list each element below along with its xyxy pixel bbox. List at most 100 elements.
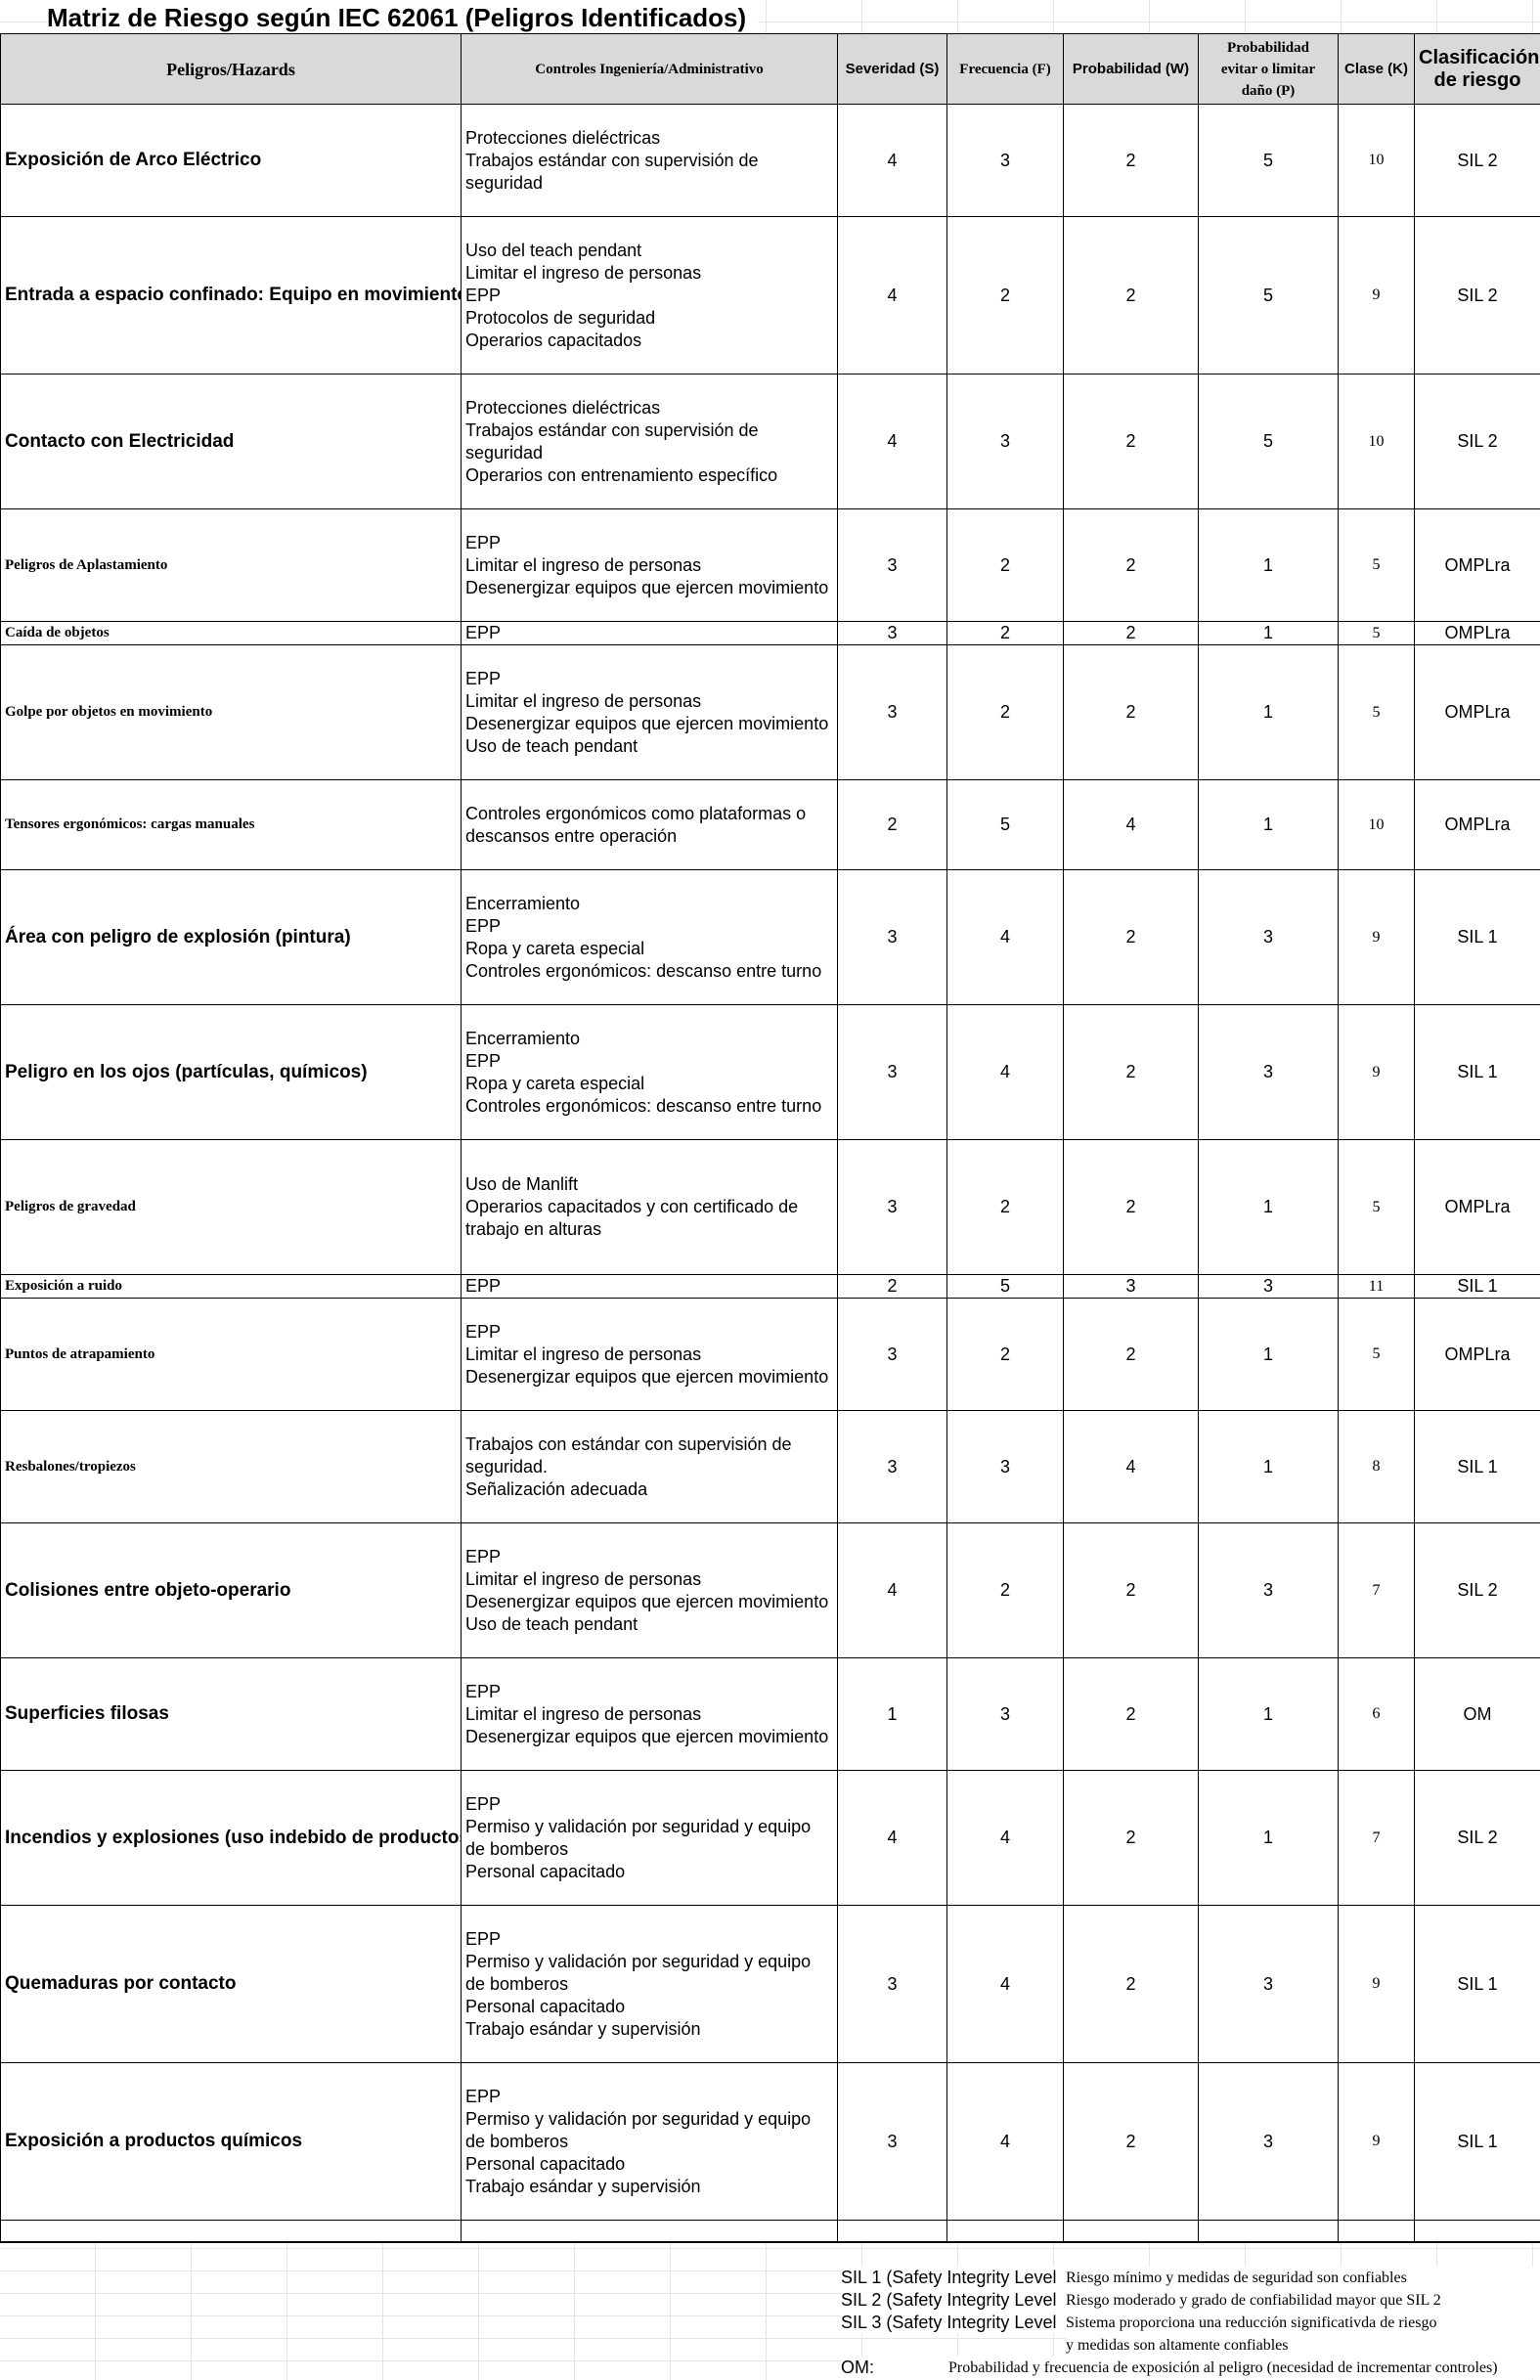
frequency-cell: 4 [946, 2062, 1064, 2221]
empty-cell [1414, 2220, 1540, 2242]
risk-classification-cell: SIL 2 [1414, 216, 1540, 375]
avoid-probability-cell: 1 [1198, 1410, 1339, 1523]
empty-cell [1414, 2241, 1540, 2243]
table-row: Exposición a ruido EPP 2 5 3 3 11 SIL 1 [0, 1274, 1540, 1299]
risk-classification-cell: SIL 1 [1414, 1410, 1540, 1523]
probability-cell: 2 [1063, 216, 1199, 375]
empty-cell [0, 2220, 462, 2242]
control-item: Desenergizar equipos que ejercen movimie… [465, 1591, 829, 1611]
controls-cell: EPP [461, 621, 838, 645]
risk-matrix-table: Peligros/Hazards Controles Ingeniería/Ad… [0, 33, 1540, 2243]
severity-cell: 3 [837, 508, 947, 622]
severity-cell: 4 [837, 104, 947, 217]
control-item: Trabajo esándar y supervisión [465, 2176, 701, 2196]
hazard-cell: Superficies filosas [0, 1657, 462, 1771]
control-item: EPP [465, 285, 502, 305]
legend-row: SIL 1 (Safety Integrity Level Riesgo míni… [839, 2267, 1540, 2289]
control-item: Uso del teach pendant [465, 240, 642, 260]
risk-classification-cell: OMPLra [1414, 779, 1540, 870]
table-row: Incendios y explosiones (uso indebido de… [0, 1770, 1540, 1906]
control-item: EPP [465, 2086, 502, 2106]
table-row: Tensores ergonómicos: cargas manuales Con… [0, 779, 1540, 870]
control-item: Trabajos con estándar con supervisión de… [465, 1433, 792, 1476]
hazard-cell: Peligros de Aplastamiento [0, 508, 462, 622]
table-row: Superficies filosas EPP Limitar el ingreso… [0, 1657, 1540, 1771]
legend-key: SIL 3 (Safety Integrity Level [841, 2312, 1066, 2334]
control-item: Uso de teach pendant [465, 1613, 638, 1634]
hazard-cell: Peligros de gravedad [0, 1139, 462, 1275]
control-item: Uso de Manlift [465, 1174, 579, 1194]
class-cell: 9 [1338, 2062, 1415, 2221]
frequency-cell: 2 [946, 216, 1064, 375]
controls-cell: EPP Permiso y validación por seguridad y … [461, 2062, 838, 2221]
table-row: Caída de objetos EPP 3 2 2 1 5 OMPLra [0, 621, 1540, 645]
controls-cell: Uso del teach pendant Limitar el ingreso … [461, 216, 838, 375]
risk-classification-cell: SIL 1 [1414, 1004, 1540, 1140]
controls-cell: EPP Limitar el ingreso de personas Desener… [461, 1657, 838, 1771]
frequency-cell: 5 [946, 779, 1064, 870]
probability-cell: 2 [1063, 621, 1199, 645]
frequency-cell: 2 [946, 1139, 1064, 1275]
frequency-cell: 4 [946, 1770, 1064, 1906]
empty-row [0, 2241, 1540, 2243]
class-cell: 10 [1338, 104, 1415, 217]
table-row: Golpe por objetos en movimiento EPP Limita… [0, 644, 1540, 780]
avoid-probability-cell: 3 [1198, 2062, 1339, 2221]
legend: SIL 1 (Safety Integrity Level Riesgo míni… [839, 2267, 1540, 2379]
control-item: Encerramiento [465, 1028, 581, 1048]
empty-cell [837, 2220, 947, 2242]
risk-classification-cell: SIL 2 [1414, 104, 1540, 217]
severity-cell: 3 [837, 1905, 947, 2063]
controls-cell: EPP Limitar el ingreso de personas Desener… [461, 508, 838, 622]
header-classification-line-2: de riesgo [1433, 68, 1521, 91]
severity-cell: 2 [837, 779, 947, 870]
probability-cell: 4 [1063, 1410, 1199, 1523]
control-item: Protecciones dieléctricas [465, 127, 661, 148]
legend-description: Probabilidad y frecuencia de exposición … [948, 2357, 1540, 2379]
frequency-cell: 3 [946, 1410, 1064, 1523]
class-cell: 11 [1338, 1274, 1415, 1299]
table-row: Resbalones/tropiezos Trabajos con estánda… [0, 1410, 1540, 1523]
class-cell: 5 [1338, 508, 1415, 622]
control-item: EPP [465, 1546, 502, 1566]
header-classification: Clasificación de riesgo [1414, 33, 1540, 105]
control-item: Desenergizar equipos que ejercen movimie… [465, 713, 829, 733]
severity-cell: 2 [837, 1274, 947, 1299]
empty-cell [0, 2241, 462, 2243]
class-cell: 8 [1338, 1410, 1415, 1523]
frequency-cell: 3 [946, 104, 1064, 217]
control-item: Controles ergonómicos: descanso entre tu… [465, 960, 822, 981]
control-item: Trabajos estándar con supervisión de seg… [465, 150, 759, 193]
controls-cell: EPP Limitar el ingreso de personas Desener… [461, 1522, 838, 1658]
header-classification-line-1: Clasificación [1419, 46, 1540, 68]
risk-classification-cell: OMPLra [1414, 644, 1540, 780]
severity-cell: 4 [837, 216, 947, 375]
empty-cell [1198, 2241, 1339, 2243]
control-item: Personal capacitado [465, 1996, 626, 2016]
probability-cell: 2 [1063, 1139, 1199, 1275]
frequency-cell: 5 [946, 1274, 1064, 1299]
control-item: Trabajos estándar con supervisión de seg… [465, 419, 759, 463]
control-item: Operarios capacitados y con certificado … [465, 1197, 799, 1239]
table-row: Peligro en los ojos (partículas, químico… [0, 1004, 1540, 1140]
controls-cell: Controles ergonómicos como plataformas o… [461, 779, 838, 870]
avoid-probability-cell: 3 [1198, 1905, 1339, 2063]
hazard-cell: Exposición a productos químicos [0, 2062, 462, 2221]
class-cell: 5 [1338, 621, 1415, 645]
controls-cell: Protecciones dieléctricas Trabajos estánd… [461, 374, 838, 509]
table-row: Puntos de atrapamiento EPP Limitar el ingr… [0, 1298, 1540, 1411]
header-row: Peligros/Hazards Controles Ingeniería/Ad… [0, 33, 1540, 105]
table-row: Peligros de gravedad Uso de Manlift Operar… [0, 1139, 1540, 1275]
control-item: EPP [465, 1681, 502, 1701]
control-item: EPP [465, 532, 502, 552]
control-item: Señalización adecuada [465, 1478, 648, 1499]
control-item: EPP [465, 1276, 502, 1296]
control-item: Personal capacitado [465, 1861, 626, 1881]
frequency-cell: 4 [946, 869, 1064, 1005]
probability-cell: 3 [1063, 1274, 1199, 1299]
legend-row: OM: Probabilidad y frecuencia de exposici… [839, 2357, 1540, 2379]
control-item: EPP [465, 1928, 502, 1949]
avoid-probability-cell: 5 [1198, 104, 1339, 217]
control-item: Trabajo esándar y supervisión [465, 2018, 701, 2039]
legend-row: SIL 2 (Safety Integrity Level Riesgo mode… [839, 2289, 1540, 2312]
